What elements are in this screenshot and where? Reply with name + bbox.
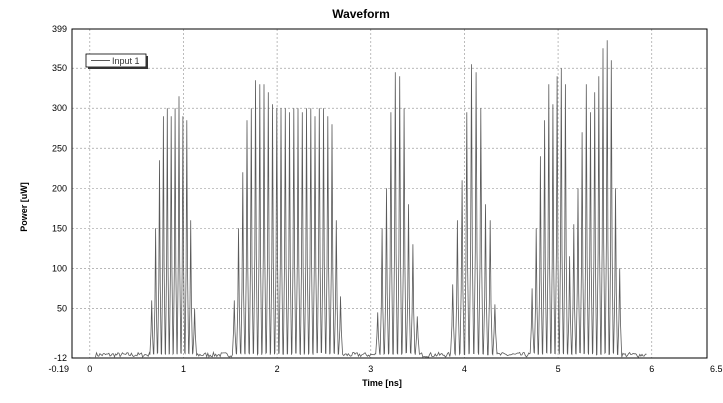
chart-title: Waveform — [332, 7, 390, 21]
y-tick-label: 399 — [52, 24, 67, 34]
x-tick-label: 6.59 — [710, 364, 723, 374]
legend: Input 1 — [85, 53, 148, 69]
x-tick-label: 0 — [87, 364, 92, 374]
x-tick-label: 3 — [368, 364, 373, 374]
series-line-input-1 — [95, 40, 647, 358]
x-tick-label: -0.19 — [48, 364, 69, 374]
x-tick-label: 6 — [649, 364, 654, 374]
legend-entry-input-1: Input 1 — [112, 56, 140, 66]
x-axis-ticks: -0.19 0 1 2 3 4 5 6 6.59 — [48, 364, 723, 374]
x-tick-label: 1 — [181, 364, 186, 374]
legend-shadow-bottom — [88, 67, 148, 69]
y-tick-label: 300 — [52, 103, 67, 113]
y-tick-label: 100 — [52, 263, 67, 273]
y-tick-label: 200 — [52, 183, 67, 193]
x-tick-label: 2 — [275, 364, 280, 374]
y-axis-title: Power [uW] — [19, 182, 29, 232]
plot-area — [71, 28, 708, 359]
x-axis-title: Time [ns] — [362, 378, 402, 388]
legend-shadow — [146, 56, 148, 69]
y-tick-label: 150 — [52, 223, 67, 233]
y-tick-label: 50 — [57, 303, 67, 313]
y-tick-label: -12 — [54, 353, 67, 363]
y-axis-ticks: -12 50 100 150 200 250 300 350 399 — [52, 24, 67, 363]
y-tick-label: 350 — [52, 63, 67, 73]
x-tick-label: 4 — [462, 364, 467, 374]
y-tick-label: 250 — [52, 143, 67, 153]
x-tick-label: 5 — [556, 364, 561, 374]
